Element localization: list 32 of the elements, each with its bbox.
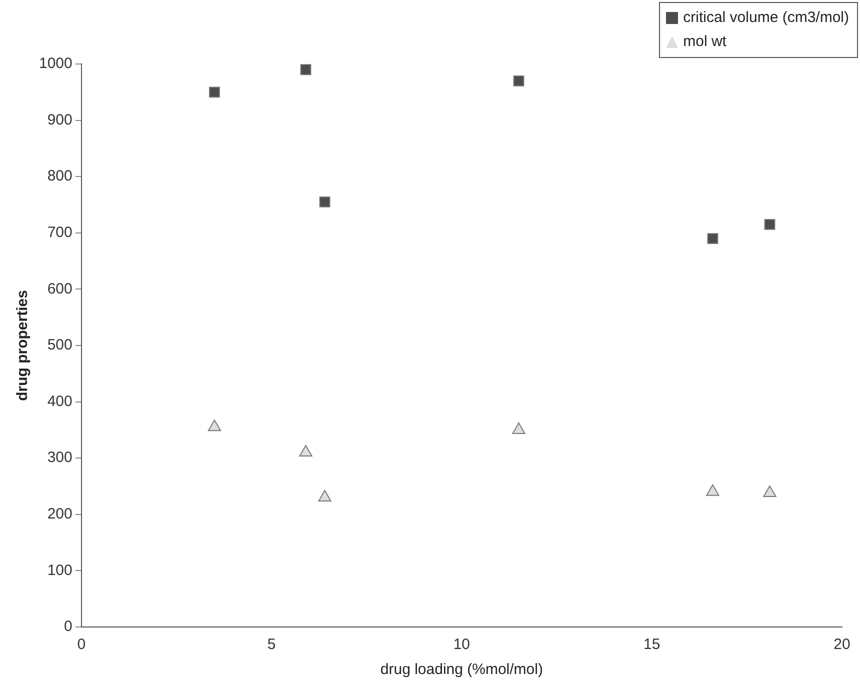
point [512,422,526,434]
y-tick-label: 900 [47,111,72,128]
y-tick-label: 300 [47,449,72,466]
point [318,490,332,502]
y-tick-label: 200 [47,506,72,523]
legend-label: mol wt [683,32,726,52]
y-tick-label: 700 [47,224,72,242]
y-tick-label: 1000 [38,55,72,72]
x-tick-label: 0 [77,636,86,654]
point [707,233,718,244]
y-tick-label: 0 [64,618,72,636]
point [764,219,776,230]
point [299,444,312,456]
point [763,486,776,498]
x-tick-label: 10 [453,636,470,654]
legend-label: critical volume (cm3/mol) [683,8,849,28]
x-tick-label: 5 [267,636,276,654]
point [300,64,312,76]
x-tick-label: 20 [834,636,850,654]
y-axis-title: drug properties [14,290,32,401]
y-tick-label: 600 [47,280,72,298]
point [706,484,720,496]
y-tick-label: 500 [47,336,72,354]
point [209,86,220,98]
y-tick-label: 400 [47,392,72,410]
x-tick-label: 15 [644,636,660,654]
x-axis-title: drug loading (%mol/mol) [380,661,543,678]
point [208,420,222,432]
y-tick-label: 800 [47,168,72,185]
point [319,196,330,208]
y-tick-label: 100 [47,562,72,579]
point [513,75,524,86]
